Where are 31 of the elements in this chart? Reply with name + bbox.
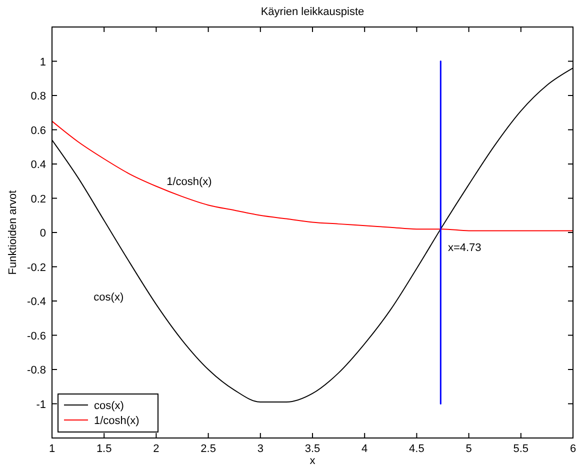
x-axis-title: x <box>310 455 316 467</box>
y-tick-label: 0.6 <box>30 124 46 137</box>
x-tick-label: 3 <box>257 443 264 455</box>
y-tick-label: -0.8 <box>27 364 46 376</box>
y-tick-label: -0.4 <box>27 296 46 308</box>
y-tick-label: -0.2 <box>27 262 46 274</box>
y-tick-label: 0.2 <box>30 193 46 206</box>
x-tick-label: 2.5 <box>200 443 216 455</box>
x-tick-label: 1.5 <box>96 443 112 455</box>
legend-label: cos(x) <box>94 400 124 412</box>
line-series <box>52 120 574 232</box>
y-tick-label: 0.4 <box>30 159 46 171</box>
annotation: cos(x) <box>94 291 124 304</box>
y-tick-label: 0.8 <box>30 90 46 102</box>
legend-label: 1/cosh(x) <box>94 415 140 427</box>
x-tick-label: 1 <box>48 443 56 455</box>
x-tick-label: 4 <box>362 443 368 455</box>
annotation: 1/cosh(x) <box>166 176 212 188</box>
x-tick-label: 3.5 <box>304 443 320 455</box>
x-tick-label: 2 <box>153 443 160 455</box>
chart-title: Käyrien leikkauspiste <box>260 6 364 18</box>
y-axis-title: Funktioiden arvot <box>7 190 19 275</box>
x-tick-label: 5 <box>466 443 472 455</box>
x-tick-label: 4.5 <box>409 443 424 455</box>
y-tick-label: 1 <box>40 56 46 68</box>
y-tick-label: -1 <box>36 398 46 411</box>
x-tick-label: 5.5 <box>513 443 529 455</box>
y-tick-label: -0.6 <box>27 330 46 342</box>
y-tick-label: 0 <box>40 228 46 240</box>
x-tick-label: 6 <box>570 443 576 455</box>
annotation: x=4.73 <box>448 242 482 254</box>
